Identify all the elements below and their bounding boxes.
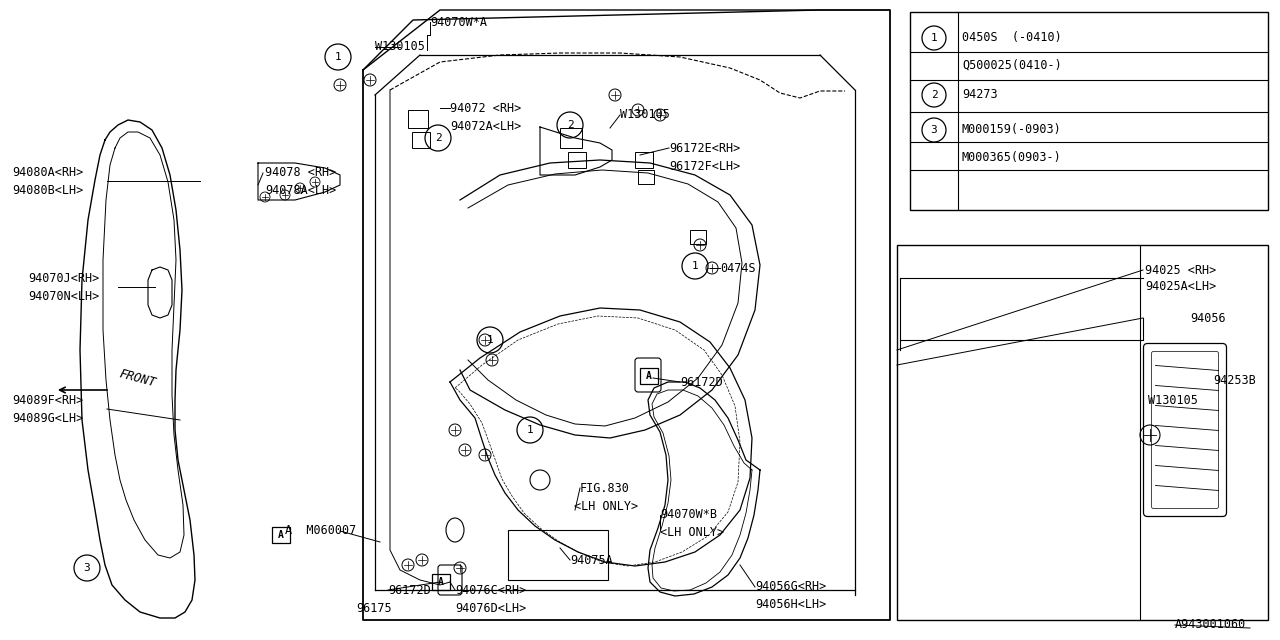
Bar: [635, 152, 653, 168]
Text: 1: 1: [486, 335, 493, 345]
Text: 96172E<RH>: 96172E<RH>: [669, 141, 740, 154]
Text: 2: 2: [931, 90, 937, 100]
Text: 94076C<RH>: 94076C<RH>: [454, 584, 526, 596]
Text: 94078 <RH>: 94078 <RH>: [265, 166, 337, 179]
Bar: [433, 574, 451, 590]
Text: 1: 1: [526, 425, 534, 435]
Text: 94075A: 94075A: [570, 554, 613, 566]
Bar: [412, 132, 430, 148]
Text: 2: 2: [567, 120, 573, 130]
Text: W130105: W130105: [620, 109, 669, 122]
Text: Q500025(0410-): Q500025(0410-): [963, 58, 1061, 72]
Text: 94070N<LH>: 94070N<LH>: [28, 289, 100, 303]
Text: 94080B<LH>: 94080B<LH>: [12, 184, 83, 196]
Text: 96175: 96175: [356, 602, 392, 614]
Text: 3: 3: [931, 125, 937, 135]
Text: A: A: [278, 530, 284, 540]
Text: FRONT: FRONT: [118, 367, 157, 389]
Text: 94072 <RH>: 94072 <RH>: [451, 102, 521, 115]
Text: 94080A<RH>: 94080A<RH>: [12, 166, 83, 179]
Text: 96172F<LH>: 96172F<LH>: [669, 159, 740, 173]
Bar: [637, 170, 654, 184]
Text: <LH ONLY>: <LH ONLY>: [660, 527, 724, 540]
Bar: [408, 110, 428, 128]
Bar: [561, 128, 582, 148]
Text: W130105: W130105: [375, 40, 425, 54]
Text: 94056H<LH>: 94056H<LH>: [755, 598, 827, 611]
Bar: [508, 530, 608, 580]
Text: W130105: W130105: [1148, 394, 1198, 406]
Text: 2: 2: [435, 133, 442, 143]
Text: 94253B: 94253B: [1213, 374, 1256, 387]
Text: 94089G<LH>: 94089G<LH>: [12, 412, 83, 424]
Text: 94076D<LH>: 94076D<LH>: [454, 602, 526, 614]
Text: 0474S: 0474S: [719, 262, 755, 275]
Text: 94072A<LH>: 94072A<LH>: [451, 120, 521, 132]
Text: 94056G<RH>: 94056G<RH>: [755, 580, 827, 593]
Text: 94070W*B: 94070W*B: [660, 509, 717, 522]
Bar: [910, 12, 1268, 210]
Bar: [897, 245, 1268, 620]
Text: 94056: 94056: [1190, 312, 1226, 324]
Bar: [273, 527, 291, 543]
Bar: [690, 230, 707, 244]
Text: 94025A<LH>: 94025A<LH>: [1146, 280, 1216, 294]
Text: A: A: [646, 371, 652, 381]
Text: 94089F<RH>: 94089F<RH>: [12, 394, 83, 406]
Text: 94273: 94273: [963, 88, 997, 102]
Text: 3: 3: [83, 563, 91, 573]
Text: A  M060007: A M060007: [285, 525, 356, 538]
Text: 1: 1: [931, 33, 937, 43]
Bar: [640, 368, 658, 384]
Text: 1: 1: [691, 261, 699, 271]
Text: 94025 <RH>: 94025 <RH>: [1146, 264, 1216, 276]
Text: 94070W*A: 94070W*A: [430, 15, 486, 29]
Text: 94070J<RH>: 94070J<RH>: [28, 271, 100, 285]
Text: <LH ONLY>: <LH ONLY>: [573, 499, 639, 513]
Text: 96172D: 96172D: [388, 584, 431, 596]
Text: A943001060: A943001060: [1175, 618, 1247, 632]
Text: A: A: [438, 577, 444, 587]
Bar: [568, 152, 586, 168]
Text: 1: 1: [334, 52, 342, 62]
Text: 94078A<LH>: 94078A<LH>: [265, 184, 337, 198]
Text: M000159(-0903): M000159(-0903): [963, 124, 1061, 136]
Text: M000365(0903-): M000365(0903-): [963, 150, 1061, 163]
Text: FIG.830: FIG.830: [580, 481, 630, 495]
Text: 96172D: 96172D: [680, 376, 723, 388]
Text: 0450S  (-0410): 0450S (-0410): [963, 31, 1061, 45]
